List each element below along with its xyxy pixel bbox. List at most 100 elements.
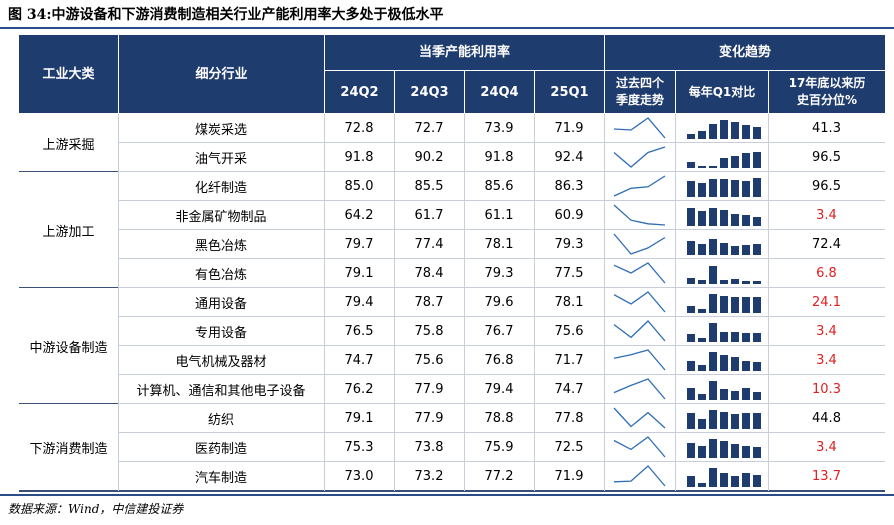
industry-cell: 有色冶炼 <box>194 268 247 283</box>
q1-bar <box>731 246 739 255</box>
quarter-value-cell: 74.7 <box>344 353 374 368</box>
row-divider <box>118 142 885 143</box>
q1-bar <box>742 388 750 400</box>
quarter-value-cell: 79.3 <box>484 266 514 281</box>
header-category: 工业大类 <box>19 35 118 113</box>
q1-bar <box>709 208 717 226</box>
trend-sparkline <box>613 465 666 487</box>
q1-bar <box>731 214 739 226</box>
header-trend-group: 变化趋势 <box>604 35 885 70</box>
quarter-value-cell: 92.4 <box>554 150 584 165</box>
quarter-value-cell: 85.0 <box>344 179 374 194</box>
column-divider <box>324 114 325 491</box>
q1-bar <box>709 323 717 342</box>
q1-bar <box>709 410 717 429</box>
q1-bar <box>753 178 761 197</box>
q1-bar <box>709 166 717 168</box>
quarter-value-cell: 78.1 <box>554 295 584 310</box>
q1-bar <box>687 278 695 284</box>
table-row: 通用设备 79.4 78.7 79.6 78.1 24.1 <box>19 288 885 317</box>
q1-bar <box>698 183 706 197</box>
q1-bar <box>753 362 761 371</box>
q1-bar <box>709 439 717 458</box>
q1-bar <box>709 294 717 313</box>
category-cell: 下游消费制造 <box>29 442 108 457</box>
quarter-value-cell: 76.2 <box>344 382 374 397</box>
q1-bar <box>698 365 706 371</box>
trend-line <box>613 320 666 342</box>
q1-bar <box>742 245 750 255</box>
title-rule <box>0 27 894 29</box>
quarter-value-cell: 85.5 <box>414 179 444 194</box>
q1-bar <box>742 281 750 284</box>
quarter-value-cell: 71.9 <box>554 469 584 484</box>
q1-bar <box>742 181 750 197</box>
trend-line <box>613 204 666 226</box>
q1-bar <box>731 332 739 342</box>
header-quarter-3: 24Q4 <box>464 70 534 113</box>
trend-line <box>613 378 666 400</box>
q1-bar-chart <box>687 410 761 429</box>
q1-bar-chart <box>687 208 761 226</box>
q1-bar <box>720 296 728 313</box>
header-quarter-2: 24Q3 <box>394 70 464 113</box>
q1-bar-chart <box>687 352 761 371</box>
table-row: 专用设备 76.5 75.8 76.7 75.6 3.4 <box>19 317 885 346</box>
q1-bar <box>753 217 761 226</box>
percentile-cell: 10.3 <box>812 382 841 397</box>
q1-bar <box>698 394 706 400</box>
table-row: 非金属矿物制品 64.2 61.7 61.1 60.9 3.4 <box>19 201 885 230</box>
q1-bar-chart <box>687 239 761 255</box>
quarter-value-cell: 73.9 <box>484 121 514 136</box>
q1-bar <box>753 297 761 313</box>
percentile-cell: 6.8 <box>816 266 837 281</box>
table-row: 计算机、通信和其他电子设备 76.2 77.9 79.4 74.7 10.3 <box>19 375 885 404</box>
q1-bar <box>742 473 750 487</box>
table-row: 汽车制造 73.0 73.2 77.2 71.9 13.7 <box>19 462 885 491</box>
trend-line <box>613 436 666 458</box>
quarter-value-cell: 75.3 <box>344 440 374 455</box>
q1-bar-chart <box>687 178 761 197</box>
q1-bar <box>698 338 706 342</box>
q1-bar <box>720 412 728 429</box>
q1-bar <box>720 441 728 458</box>
q1-bar <box>698 131 706 139</box>
q1-bar <box>698 446 706 458</box>
q1-bar-chart <box>687 439 761 458</box>
industry-cell: 汽车制造 <box>194 471 247 486</box>
header-q1-compare: 每年Q1对比 <box>675 70 768 113</box>
quarter-value-cell: 78.1 <box>484 237 514 252</box>
q1-bar <box>687 361 695 371</box>
q1-bar <box>731 444 739 458</box>
row-divider <box>118 258 885 259</box>
trend-sparkline <box>613 407 666 429</box>
q1-bar <box>720 243 728 255</box>
header-quarter-1: 24Q2 <box>324 70 394 113</box>
trend-line <box>613 262 666 284</box>
trend-sparkline <box>613 378 666 400</box>
percentile-cell: 3.4 <box>816 353 837 368</box>
quarter-value-cell: 77.9 <box>414 382 444 397</box>
trend-sparkline <box>613 349 666 371</box>
header-percentile: 17年底以来历史百分位% <box>768 70 885 113</box>
q1-bar-chart <box>687 266 761 284</box>
q1-bar <box>753 413 761 429</box>
table-row: 纺织 79.1 77.9 78.8 77.8 44.8 <box>19 404 885 433</box>
row-divider <box>118 287 885 288</box>
quarter-value-cell: 72.5 <box>554 440 584 455</box>
quarter-value-cell: 77.9 <box>414 411 444 426</box>
q1-bar <box>687 388 695 400</box>
quarter-value-cell: 77.5 <box>554 266 584 281</box>
quarter-value-cell: 75.8 <box>414 324 444 339</box>
q1-bar <box>742 361 750 371</box>
quarter-value-cell: 76.8 <box>484 353 514 368</box>
q1-bar <box>753 281 761 284</box>
q1-bar <box>687 306 695 313</box>
q1-bar <box>720 280 728 284</box>
q1-bar <box>753 392 761 400</box>
quarter-value-cell: 78.7 <box>414 295 444 310</box>
q1-bar <box>687 208 695 226</box>
percentile-cell: 96.5 <box>812 150 841 165</box>
percentile-cell: 3.4 <box>816 324 837 339</box>
row-divider <box>118 432 885 433</box>
